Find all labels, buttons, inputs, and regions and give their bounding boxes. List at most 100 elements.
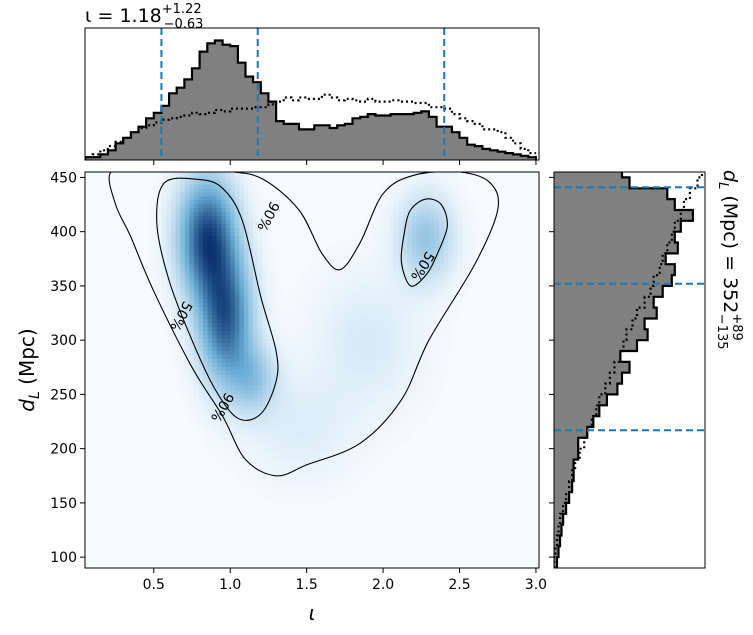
density-cell <box>203 298 209 304</box>
density-cell <box>212 243 218 248</box>
density-cell <box>252 393 259 399</box>
density-cell <box>402 306 408 312</box>
density-cell <box>302 282 309 288</box>
density-cell <box>230 453 236 458</box>
density-cell <box>153 239 159 244</box>
density-cell <box>312 472 318 478</box>
density-cell <box>352 294 358 300</box>
density-cell <box>430 227 436 232</box>
density-cell <box>275 318 281 324</box>
density-cell <box>166 318 172 324</box>
density-cell <box>420 263 427 268</box>
density-cell <box>171 271 177 276</box>
density-cell <box>448 294 454 300</box>
density-cell <box>416 286 422 292</box>
density-cell <box>207 282 213 288</box>
density-cell <box>439 239 445 244</box>
density-cell <box>162 191 168 197</box>
density-cell <box>416 298 422 304</box>
density-cell <box>280 476 286 482</box>
density-cell <box>312 417 318 423</box>
density-cell <box>203 211 209 217</box>
density-cell <box>448 247 454 252</box>
density-cell <box>252 215 259 221</box>
density-cell <box>452 172 458 177</box>
density-cell <box>407 346 413 351</box>
density-cell <box>302 492 309 498</box>
density-cell <box>298 409 304 415</box>
density-cell <box>239 370 245 375</box>
density-cell <box>366 274 372 280</box>
density-cell <box>203 421 209 427</box>
density-cell <box>375 215 381 221</box>
distance-bar <box>554 242 678 254</box>
density-cell <box>307 338 313 343</box>
density-cell <box>230 183 236 189</box>
density-cell <box>316 488 322 494</box>
density-cell <box>216 401 222 407</box>
density-cell <box>207 223 213 229</box>
density-cell <box>157 306 163 312</box>
density-cell <box>234 393 240 399</box>
density-cell <box>307 326 313 331</box>
density-cell <box>348 251 354 256</box>
density-cell <box>221 413 227 419</box>
density-cell <box>298 484 304 490</box>
density-cell <box>207 175 213 181</box>
density-cell <box>216 175 222 181</box>
density-cell <box>307 373 313 379</box>
density-cell <box>184 354 191 359</box>
density-cell <box>411 271 418 276</box>
density-cell <box>153 294 159 300</box>
density-cell <box>221 282 227 288</box>
density-cell <box>207 389 213 395</box>
density-cell <box>230 175 236 181</box>
density-cell <box>411 302 418 308</box>
density-cell <box>416 413 422 419</box>
density-cell <box>443 239 449 244</box>
density-cell <box>216 441 222 446</box>
density-cell <box>307 421 313 427</box>
density-cell <box>389 235 395 240</box>
density-cell <box>302 350 309 355</box>
density-cell <box>203 441 209 446</box>
density-cell <box>193 302 200 308</box>
density-cell <box>171 286 177 292</box>
density-cell <box>330 480 336 486</box>
density-cell <box>175 358 181 363</box>
density-cell <box>366 338 372 343</box>
density-cell <box>284 409 290 415</box>
density-cell <box>420 346 427 351</box>
density-cell <box>380 397 386 403</box>
density-cell <box>262 401 268 407</box>
density-cell <box>148 267 154 272</box>
density-cell <box>280 385 286 391</box>
density-cell <box>380 457 386 462</box>
iota-bar <box>146 118 155 160</box>
density-cell <box>380 187 386 193</box>
density-cell <box>420 393 427 399</box>
density-cell <box>457 278 463 284</box>
density-cell <box>248 401 254 407</box>
density-cell <box>321 267 327 272</box>
density-cell <box>398 314 404 320</box>
density-cell <box>402 235 408 240</box>
density-cell <box>216 322 222 328</box>
density-cell <box>416 278 422 284</box>
density-cell <box>316 314 322 320</box>
density-cell <box>393 310 399 316</box>
density-cell <box>448 235 454 240</box>
density-cell <box>312 413 318 419</box>
density-cell <box>334 302 340 308</box>
density-cell <box>212 231 218 236</box>
density-cell <box>280 433 286 438</box>
density-cell <box>416 175 422 181</box>
density-cell <box>457 267 463 272</box>
density-cell <box>248 350 254 355</box>
density-cell <box>325 437 331 442</box>
density-cell <box>171 267 177 272</box>
density-cell <box>375 274 381 280</box>
density-cell <box>302 480 309 486</box>
density-cell <box>384 219 390 225</box>
density-cell <box>393 215 399 221</box>
